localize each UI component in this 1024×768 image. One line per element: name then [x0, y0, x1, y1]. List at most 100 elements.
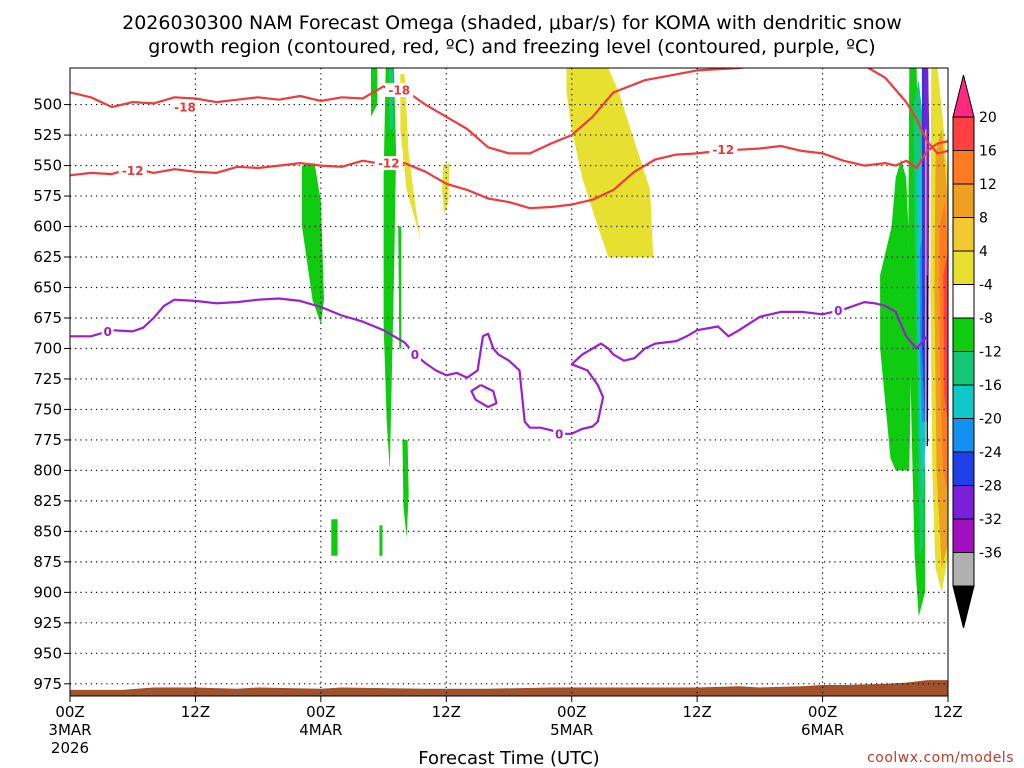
contour-label: 0 [555, 427, 563, 441]
x-tick-label: 12Z [933, 703, 962, 721]
x-tick-label: 00Z [55, 703, 84, 721]
contour-label-bg [408, 347, 421, 362]
contour-freezing-3 [470, 384, 498, 409]
x-tick-label: 00Z [557, 703, 586, 721]
y-tick-label: 975 [33, 675, 62, 693]
y-tick-label: 850 [33, 522, 62, 540]
x-tick-label: 12Z [432, 703, 461, 721]
colorbar-label: -8 [979, 311, 993, 327]
y-tick-label: 875 [33, 553, 62, 571]
y-tick-label: 825 [33, 492, 62, 510]
x-tick-label: 12Z [181, 703, 210, 721]
contour-label-bg [170, 100, 199, 115]
plot-frame [69, 67, 949, 697]
y-tick-label: 625 [33, 248, 62, 266]
contour-label-bg [553, 426, 566, 441]
omega-region-5 [331, 519, 338, 556]
colorbar-segment [952, 485, 975, 520]
y-tick-label: 550 [33, 157, 62, 175]
omega-region-11 [880, 159, 912, 471]
colorbar: 20 16 12 8 4 -4 -8 -12 -16 -20 -24 -28 -32 -36 [952, 74, 1002, 629]
colorbar-label: 12 [979, 177, 997, 193]
y-tick-label: 750 [33, 400, 62, 418]
colorbar-segment [952, 552, 975, 587]
omega-region-6 [379, 525, 383, 556]
omega-region-8 [400, 74, 421, 239]
colorbar-label: -36 [979, 546, 1002, 562]
contour-label-bg [709, 142, 738, 157]
plot-background [70, 68, 948, 696]
terrain-fill [70, 680, 948, 696]
omega-region-0 [302, 163, 324, 325]
y-tick-label: 775 [33, 431, 62, 449]
colorbar-label: -24 [979, 445, 1002, 461]
colorbar-label: -32 [979, 512, 1002, 528]
colorbar-segment [952, 150, 975, 185]
y-tick-label: 725 [33, 370, 62, 388]
contour-label: 0 [103, 325, 111, 339]
grid [70, 68, 948, 696]
x-tick-label: 00Z [306, 703, 335, 721]
colorbar-label: -4 [979, 278, 993, 294]
y-tick-label: 650 [33, 278, 62, 296]
omega-region-19 [926, 275, 928, 446]
contour-label-bg [101, 324, 114, 339]
y-tick-label: 900 [33, 583, 62, 601]
chart-title-line-1: 2026030300 NAM Forecast Omega (shaded, μ… [122, 12, 902, 34]
contour-label-bg [832, 303, 845, 318]
omega-region-10 [566, 68, 654, 257]
y-tick-label: 675 [33, 309, 62, 327]
colorbar-segment [952, 518, 975, 553]
colorbar-label: 8 [979, 211, 988, 227]
colorbar-segment [952, 284, 975, 319]
colorbar-segment [952, 451, 975, 486]
colorbar-top-arrow [952, 74, 975, 118]
colorbar-label: -20 [979, 412, 1002, 428]
colorbar-label: 20 [979, 110, 997, 126]
x-tick-label: 12Z [682, 703, 711, 721]
y-tick-label: 800 [33, 461, 62, 479]
y-tick-label: 575 [33, 187, 62, 205]
contour-label: -12 [378, 157, 400, 171]
colorbar-label: 4 [979, 244, 988, 260]
terrain [70, 680, 948, 696]
x-tick-label: 00Z [808, 703, 837, 721]
colorbar-segment [952, 418, 975, 453]
contour-labels: -18 -18 -12 -12 -12 0 0 0 0 [101, 82, 845, 441]
x-tick-date: 3MAR [48, 721, 91, 739]
colorbar-segment [952, 317, 975, 352]
plot-area: -18 -18 -12 -12 -12 0 0 0 0 [69, 67, 949, 697]
omega-region-18 [925, 129, 927, 446]
contour-label: -12 [122, 164, 144, 178]
colorbar-segment [952, 384, 975, 419]
colorbar-label: -28 [979, 479, 1002, 495]
x-tick-date: 4MAR [299, 721, 342, 739]
y-tick-label: 925 [33, 614, 62, 632]
colorbar-label: -16 [979, 378, 1002, 394]
contour-label: -18 [174, 101, 196, 115]
colorbar-bottom-arrow [952, 585, 975, 629]
x-axis-label: Forecast Time (UTC) [418, 748, 599, 768]
omega-region-4 [402, 439, 409, 538]
contour-label: 0 [411, 348, 419, 362]
y-tick-label: 500 [33, 96, 62, 114]
y-tick-label: 525 [33, 126, 62, 144]
contour-label-bg [385, 82, 414, 97]
x-tick-date: 5MAR [550, 721, 593, 739]
x-tick-date: 6MAR [801, 721, 844, 739]
contour-label: 0 [834, 304, 842, 318]
contour-label: -18 [388, 83, 410, 97]
x-tick-year: 2026 [51, 739, 89, 757]
y-axis: 500 525 550 575 600 625 650 675 700 725 750 775 800 8… [33, 96, 70, 693]
y-tick-label: 600 [33, 218, 62, 236]
contour-label-bg [374, 156, 403, 171]
credit-text: coolwx.com/models [867, 750, 1014, 766]
colorbar-segment [952, 217, 975, 252]
colorbar-label: 16 [979, 144, 997, 160]
contour-label: -12 [712, 143, 734, 157]
y-tick-label: 700 [33, 339, 62, 357]
colorbar-label: -12 [979, 345, 1002, 361]
contour-dgz-1 [70, 140, 948, 210]
